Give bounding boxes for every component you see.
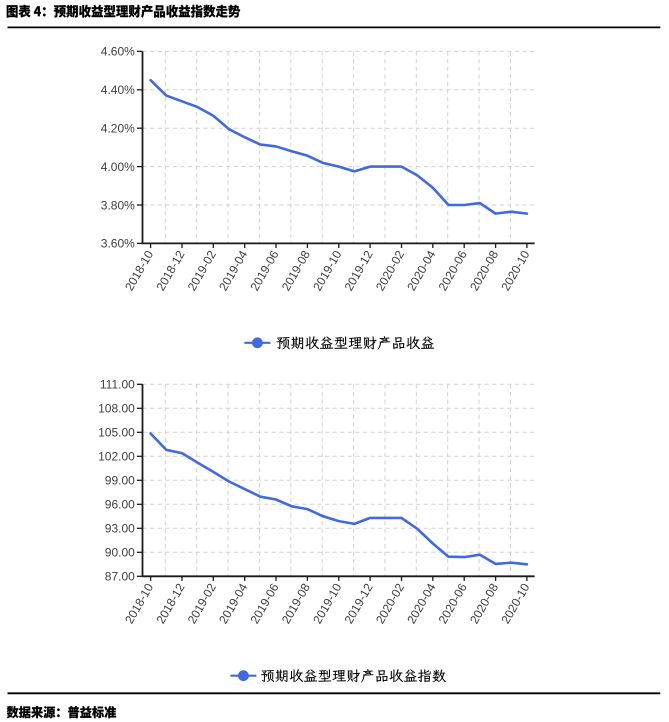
svg-text:87.00: 87.00	[105, 570, 135, 584]
svg-text:108.00: 108.00	[98, 402, 135, 416]
svg-text:90.00: 90.00	[105, 546, 135, 560]
svg-text:4.20%: 4.20%	[101, 122, 135, 136]
svg-text:4.60%: 4.60%	[101, 45, 135, 59]
svg-text:3.80%: 3.80%	[101, 198, 135, 212]
svg-text:105.00: 105.00	[98, 426, 135, 440]
svg-text:111.00: 111.00	[100, 378, 135, 392]
svg-text:4.40%: 4.40%	[101, 83, 135, 97]
svg-text:96.00: 96.00	[105, 498, 135, 512]
svg-text:99.00: 99.00	[105, 474, 135, 488]
svg-text:3.60%: 3.60%	[101, 237, 135, 251]
svg-text:102.00: 102.00	[98, 450, 135, 464]
svg-text:4.00%: 4.00%	[101, 160, 135, 174]
svg-text:93.00: 93.00	[105, 522, 135, 536]
